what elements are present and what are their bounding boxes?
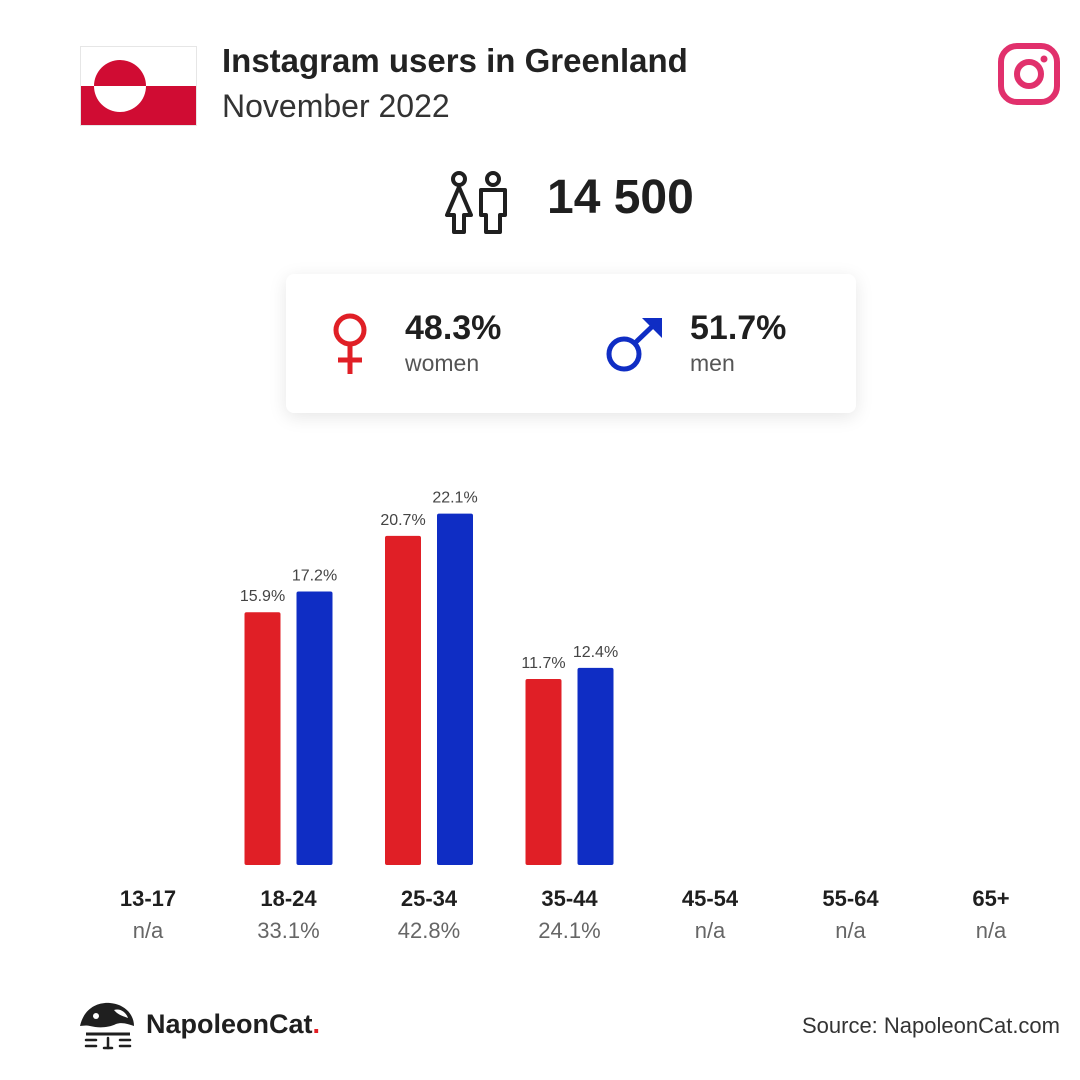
gender-card: [286, 274, 856, 413]
brand-text: NapoleonCat: [146, 1009, 313, 1039]
category-total-25-34: 42.8%: [398, 918, 460, 943]
category-total-55-64: n/a: [835, 918, 866, 943]
data-label-men-18-24: 17.2%: [292, 568, 337, 585]
men-label: men: [690, 350, 735, 376]
category-label-55-64: 55-64: [822, 886, 879, 911]
brand-dot: .: [312, 1009, 321, 1039]
category-label-18-24: 18-24: [260, 886, 317, 911]
category-label-65+: 65+: [972, 886, 1009, 911]
category-label-13-17: 13-17: [120, 886, 176, 911]
bar-men-25-34: [437, 513, 473, 865]
category-label-35-44: 35-44: [541, 886, 598, 911]
data-label-women-35-44: 11.7%: [521, 655, 565, 672]
female-icon: [333, 313, 367, 374]
page-title: Instagram users in Greenland: [222, 42, 688, 79]
category-total-18-24: 33.1%: [257, 918, 319, 943]
data-label-women-25-34: 20.7%: [380, 512, 425, 529]
women-percentage: 48.3%: [405, 309, 502, 347]
bar-men-35-44: [577, 667, 614, 865]
data-label-men-35-44: 12.4%: [573, 644, 618, 661]
instagram-icon: [998, 43, 1060, 105]
total-users: 14 500: [547, 171, 694, 224]
category-total-45-54: n/a: [695, 918, 726, 943]
bar-men-18-24: [296, 591, 333, 865]
source-text: Source: NapoleonCat.com: [801, 1013, 1060, 1038]
women-label: women: [405, 350, 480, 376]
category-total-13-17: n/a: [133, 918, 164, 943]
category-label-45-54: 45-54: [682, 886, 739, 911]
page-subtitle: November 2022: [222, 88, 450, 124]
category-total-35-44: 24.1%: [538, 918, 600, 943]
category-label-25-34: 25-34: [401, 886, 458, 911]
bar-women-18-24: [244, 612, 281, 865]
bar-women-25-34: [385, 535, 421, 865]
greenland-flag-icon: [80, 46, 197, 126]
brand-name: NapoleonCat.: [146, 1009, 320, 1040]
data-label-women-18-24: 15.9%: [240, 588, 285, 605]
male-icon: [606, 318, 662, 372]
users-icon: [445, 171, 507, 234]
napoleoncat-logo-icon: [80, 1002, 134, 1050]
bar-women-35-44: [525, 678, 562, 865]
category-total-65+: n/a: [976, 918, 1007, 943]
age-gender-chart: 13-17 n/a 15.9% 17.2% 18-24 33.1% 20.7% 22.1% 25…: [120, 490, 1010, 943]
data-label-men-25-34: 22.1%: [432, 490, 477, 507]
men-percentage: 51.7%: [690, 309, 787, 347]
